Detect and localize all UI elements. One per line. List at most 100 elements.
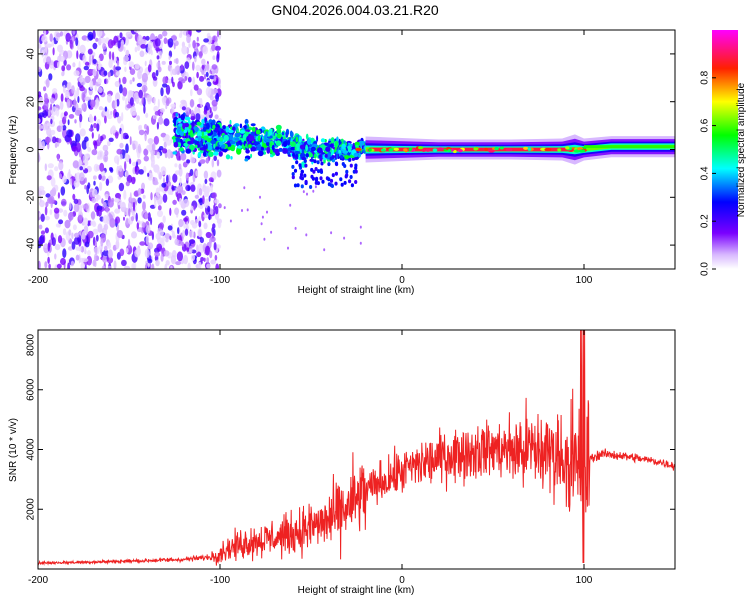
y-tick-label: 0 [26, 146, 37, 152]
snr-series-line [38, 330, 675, 566]
heatmap-cell [106, 140, 111, 147]
heatmap-cell [104, 193, 109, 200]
heatmap-cell [144, 212, 149, 220]
heatmap-cell [203, 213, 209, 219]
heatmap-cell [45, 43, 48, 54]
heatmap-cell [295, 153, 299, 158]
heatmap-cell [255, 129, 261, 135]
x-tick-label: -200 [28, 575, 48, 586]
heatmap-cell [201, 211, 205, 222]
heatmap-cell [421, 148, 426, 152]
heatmap-cell [169, 190, 174, 196]
heatmap-cell [290, 131, 294, 138]
heatmap-cell [208, 195, 211, 202]
heatmap-cell [158, 146, 164, 151]
heatmap-cell [265, 131, 268, 137]
heatmap-cell [114, 131, 119, 139]
heatmap-cell [565, 146, 570, 150]
heatmap-cell [126, 174, 133, 184]
heatmap-cell [216, 53, 220, 63]
heatmap-cell [60, 186, 66, 196]
heatmap-cell [79, 128, 86, 137]
heatmap-cell [128, 91, 134, 96]
heatmap-cell [334, 171, 338, 176]
heatmap-cell [313, 141, 318, 145]
heatmap-cell [265, 141, 270, 147]
heatmap-cell [329, 143, 334, 148]
heatmap-cell [115, 71, 121, 76]
heatmap-cell [104, 115, 107, 124]
colorbar-ticks: 0.0 0.2 0.4 0.6 0.8 [700, 70, 716, 276]
heatmap-cell [82, 165, 86, 170]
heatmap-cell [95, 196, 99, 202]
heatmap-cell [190, 89, 193, 97]
heatmap-cell [170, 103, 176, 108]
heatmap-cell [180, 99, 187, 105]
heatmap-cell [266, 146, 271, 152]
heatmap-cell [183, 217, 189, 222]
heatmap-cell [41, 140, 45, 150]
heatmap-cell [62, 84, 66, 94]
heatmap-cell [138, 124, 143, 130]
heatmap-cell [140, 44, 147, 49]
heatmap-cell [319, 176, 323, 181]
heatmap-cell [214, 146, 220, 150]
heatmap-cell [66, 98, 71, 109]
heatmap-cell [195, 170, 199, 177]
x-tick-label: 0 [399, 275, 405, 286]
heatmap-cell [196, 244, 199, 253]
heatmap-cell [81, 104, 85, 111]
heatmap-cell [216, 159, 220, 167]
heatmap-cell [62, 248, 67, 259]
heatmap-cell [78, 246, 82, 252]
heatmap-cell [201, 118, 205, 124]
heatmap-cell [157, 210, 163, 218]
heatmap-cell [180, 30, 183, 36]
heatmap-cell [142, 201, 146, 211]
heatmap-cell [97, 78, 102, 85]
heatmap-cell [239, 130, 246, 134]
heatmap-cell [197, 135, 202, 142]
heatmap-cell [179, 197, 182, 205]
heatmap-cell [84, 61, 90, 66]
heatmap-cell [50, 97, 55, 104]
colorbar-gradient [712, 30, 738, 269]
heatmap-cell [45, 201, 49, 208]
heatmap-cell [97, 86, 103, 94]
heatmap-cell [69, 39, 74, 49]
heatmap-cell [201, 64, 205, 70]
heatmap-cell [107, 241, 112, 250]
heatmap-cell [341, 143, 346, 150]
heatmap-cell [54, 253, 57, 260]
heatmap-cell [126, 104, 132, 109]
heatmap-cell [196, 121, 202, 126]
heatmap-cell [69, 137, 73, 145]
heatmap-cell [68, 169, 71, 177]
heatmap-cell [176, 251, 183, 262]
heatmap-cell [38, 260, 41, 269]
heatmap-cell [162, 148, 168, 154]
heatmap-cell [177, 184, 184, 194]
heatmap-cell [197, 151, 202, 158]
heatmap-cell [64, 219, 71, 229]
heatmap-cell [188, 239, 196, 245]
heatmap-cell [380, 148, 386, 152]
colorbar-tick-label: 0.8 [700, 70, 711, 84]
heatmap-cell [196, 130, 203, 138]
heatmap-cell [263, 237, 266, 241]
heatmap-cell [118, 204, 120, 210]
heatmap-cell [330, 184, 334, 188]
heatmap-cell [132, 143, 136, 151]
heatmap-cell [184, 116, 191, 121]
heatmap-cell [178, 167, 183, 177]
heatmap-cell [105, 206, 109, 213]
heatmap-cell [321, 179, 325, 184]
heatmap-cell [124, 170, 129, 177]
heatmap-cell [84, 88, 87, 94]
heatmap-cell [72, 193, 76, 200]
heatmap-cell [128, 208, 131, 217]
heatmap-cell [260, 146, 264, 151]
heatmap-cell [155, 259, 160, 267]
heatmap-cell [83, 225, 89, 234]
heatmap-cell [354, 169, 358, 174]
